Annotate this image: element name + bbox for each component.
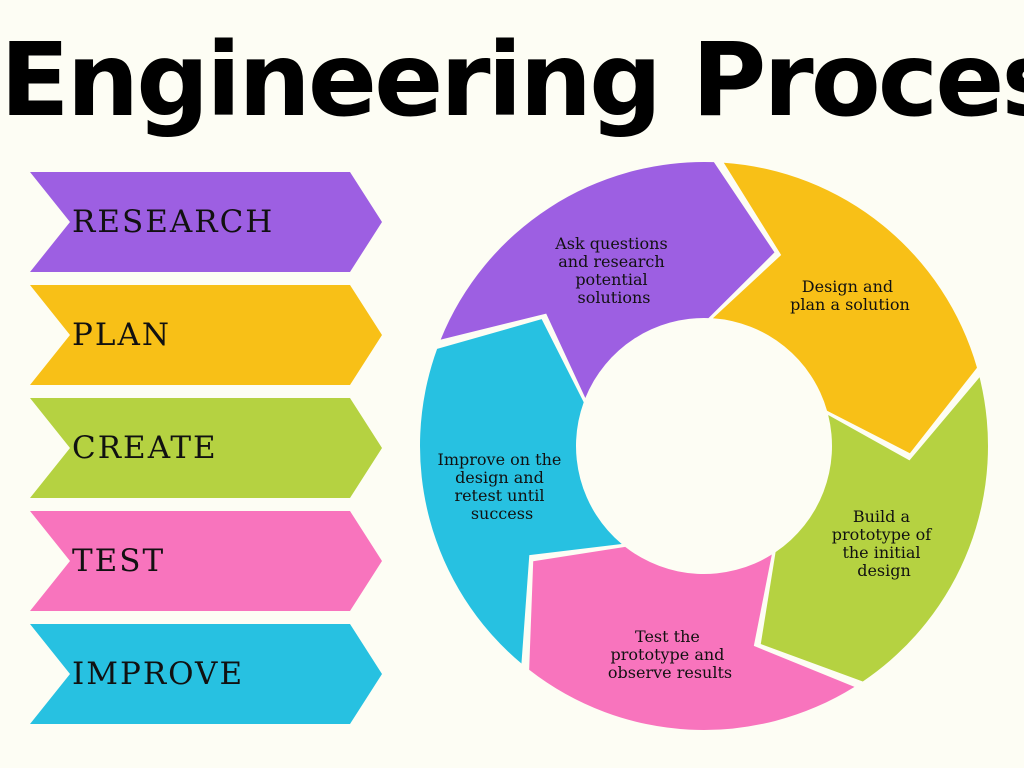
step-label-improve: IMPROVE <box>72 656 245 692</box>
cycle-segment-test <box>529 546 855 730</box>
page-title: Engineering Process <box>0 21 1024 140</box>
step-label-plan: PLAN <box>72 317 171 353</box>
step-plan: PLAN <box>30 285 382 385</box>
cycle-text-research: Ask questions and research potential sol… <box>554 234 673 307</box>
step-create: CREATE <box>30 398 382 498</box>
step-improve: IMPROVE <box>30 624 382 724</box>
cycle-segment-improve <box>419 319 622 664</box>
cycle-text-test: Test the prototype and observe results <box>608 627 732 682</box>
cycle-segment-create <box>760 377 988 682</box>
step-label-create: CREATE <box>72 430 218 466</box>
step-test: TEST <box>30 511 382 611</box>
step-research: RESEARCH <box>30 172 382 272</box>
step-label-research: RESEARCH <box>72 204 275 240</box>
cycle-segment-plan <box>712 162 977 454</box>
cycle-text-create: Build a prototype of the initial design <box>832 507 937 580</box>
step-list: RESEARCH PLAN CREATE TEST IMPROVE <box>30 172 382 727</box>
step-label-test: TEST <box>72 543 166 579</box>
cycle-segment-research <box>440 162 775 399</box>
cycle-text-plan: Design and plan a solution <box>790 277 910 314</box>
cycle-text-improve: Improve on the design and retest until s… <box>438 450 567 523</box>
